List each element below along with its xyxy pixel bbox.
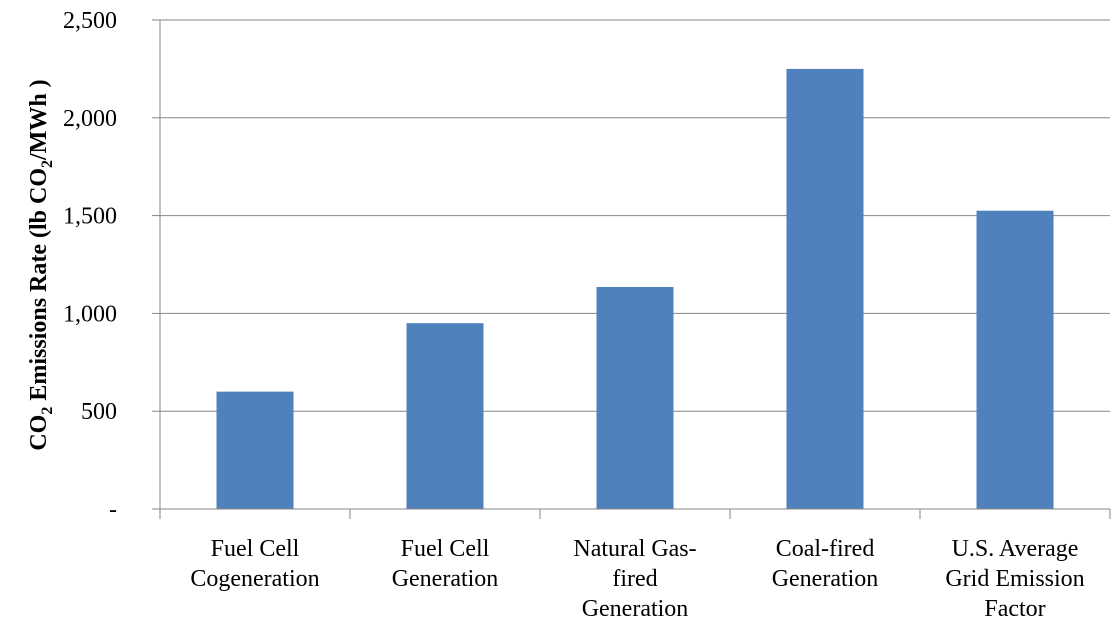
bar	[786, 68, 864, 510]
y-tick-label: 1,000	[63, 301, 117, 327]
x-tick-line: Factor	[984, 596, 1045, 622]
x-tick-line: Natural Gas-	[573, 536, 696, 562]
y-tick-label: 2,500	[63, 8, 117, 34]
bar	[406, 323, 484, 509]
y-tick-label: 2,000	[63, 106, 117, 132]
x-tick-line: Coal-fired	[776, 536, 875, 562]
x-tick-line: Fuel Cell	[401, 536, 490, 562]
y-tick-label: 500	[81, 399, 117, 425]
y-label-sub: 2	[39, 160, 56, 168]
x-tick-line: fired	[612, 566, 657, 592]
y-axis-label: CO2 Emissions Rate (lb CO2/MWh )	[26, 79, 56, 450]
bar	[976, 210, 1054, 509]
y-tick-label: 1,500	[63, 204, 117, 230]
x-tick-label: Natural Gas-fired Generation	[573, 536, 696, 622]
x-tick-line: Fuel Cell	[211, 536, 300, 562]
x-tick-line: Generation	[392, 566, 499, 592]
x-tick-label: Coal-fired Generation	[772, 536, 879, 592]
y-label-part: Emissions Rate (lb CO	[26, 168, 52, 407]
x-tick-label: Fuel Cell Cogeneration	[190, 536, 319, 592]
x-tick-line: Generation	[582, 596, 689, 622]
y-tick-label: -	[109, 497, 117, 523]
y-label-part: CO	[26, 415, 52, 451]
x-tick-label: Fuel Cell Generation	[392, 536, 499, 592]
bar	[596, 286, 674, 509]
x-tick-line: Generation	[772, 566, 879, 592]
x-tick-line: Cogeneration	[190, 566, 319, 592]
x-tick-label: U.S. Average Grid Emission Factor	[945, 536, 1084, 622]
bar	[216, 391, 294, 509]
y-label-sub: 2	[39, 407, 56, 415]
x-tick-line: U.S. Average	[952, 536, 1079, 562]
x-tick-line: Grid Emission	[945, 566, 1084, 592]
y-label-part: /MWh )	[26, 79, 52, 161]
